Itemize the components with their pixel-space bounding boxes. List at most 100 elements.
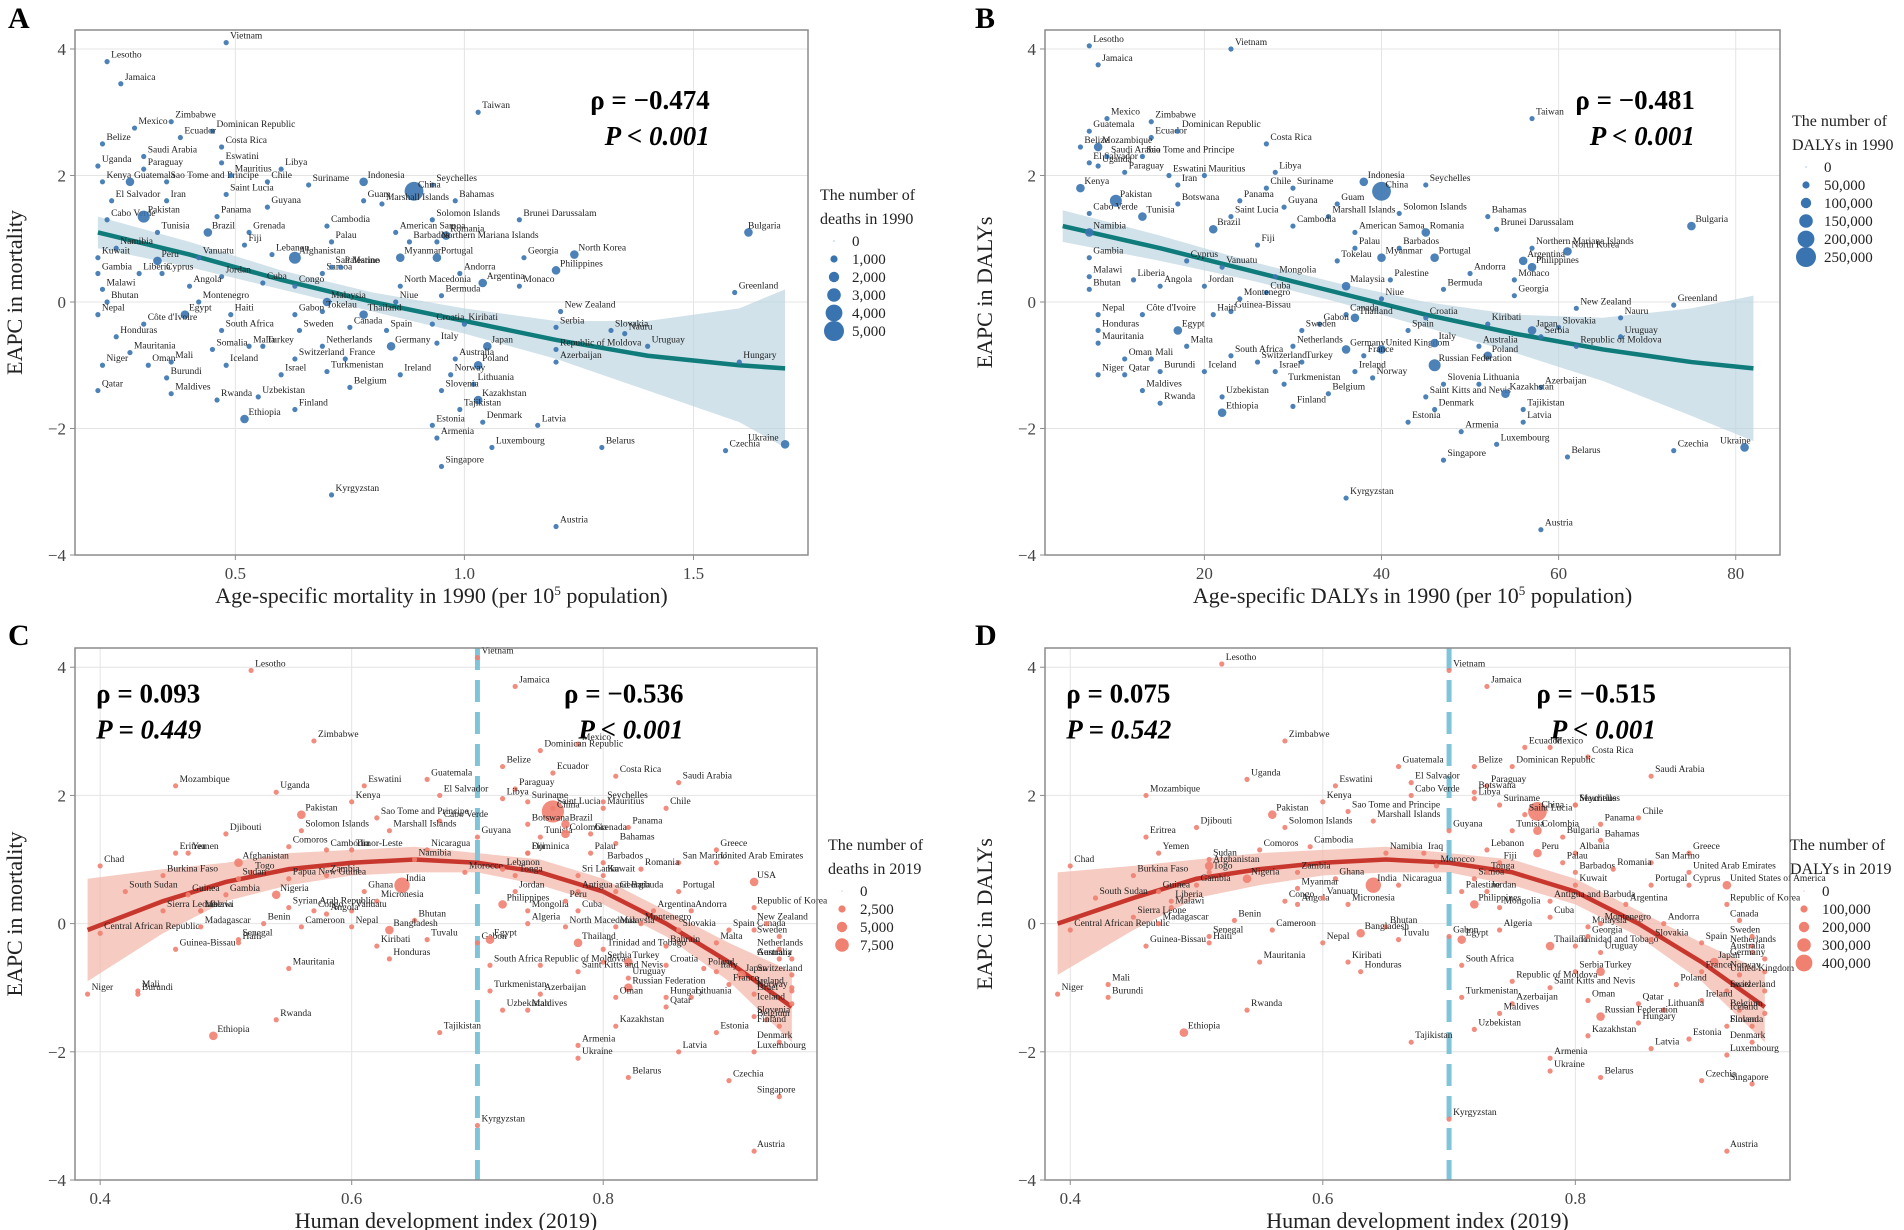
data-point <box>1618 334 1624 340</box>
point-label: Bulgaria <box>1567 826 1600 836</box>
point-label: Croatia <box>1430 307 1459 317</box>
y-tick-label: 4 <box>58 658 67 677</box>
data-point <box>223 831 229 837</box>
point-label: Tonga <box>1491 861 1515 871</box>
point-label: Italy <box>1439 332 1457 342</box>
data-point <box>383 327 390 334</box>
data-point <box>1476 381 1482 387</box>
point-label: Portugal <box>1439 247 1472 257</box>
point-label: Zimbabwe <box>1289 730 1330 740</box>
point-label: Bhutan <box>1093 278 1121 288</box>
data-point <box>1471 789 1477 795</box>
point-label: Thailand <box>1359 307 1393 317</box>
rho-statistic: ρ = −0.536 <box>564 678 683 708</box>
point-label: Republic of Moldova <box>560 337 642 348</box>
data-point <box>359 310 368 319</box>
point-label: France <box>733 974 759 984</box>
rho-statistic: ρ = −0.515 <box>1536 678 1655 708</box>
data-point <box>1067 927 1073 933</box>
point-label: Cameroon <box>1276 919 1316 929</box>
point-label: Republic of Moldova <box>1580 334 1662 345</box>
legend-label: 5,000 <box>852 324 886 340</box>
point-label: Luxembourg <box>1501 433 1550 443</box>
point-label: Paraguay <box>148 158 184 168</box>
point-label: Mozambique <box>1102 136 1152 146</box>
point-label: South Africa <box>494 953 543 964</box>
point-label: Cabo Verde <box>444 810 488 820</box>
point-label: Libya <box>1478 788 1501 798</box>
data-point <box>1316 321 1323 327</box>
point-label: Bangladesh <box>1365 922 1410 932</box>
data-point <box>1350 313 1360 323</box>
data-point <box>228 312 234 318</box>
y-tick-label: 0 <box>1028 915 1037 934</box>
point-label: Zambia <box>1302 861 1332 871</box>
point-label: Thailand <box>368 304 402 314</box>
data-point <box>1206 869 1212 875</box>
point-label: Germany <box>1350 338 1386 348</box>
panel-label: D <box>975 619 997 652</box>
data-point <box>1408 792 1414 799</box>
point-label: Sao Tome and Principe <box>381 807 469 817</box>
data-point <box>1440 381 1447 387</box>
p-value: P < 0.001 <box>577 714 683 744</box>
data-point <box>448 372 454 378</box>
point-label: Andorra <box>1668 913 1700 923</box>
data-point <box>342 356 348 362</box>
point-label: Lithuania <box>1668 999 1705 1009</box>
data-point <box>1282 738 1288 744</box>
point-label: Romania <box>645 858 680 868</box>
point-label: Uzbekistan <box>1226 386 1269 396</box>
legend-label: 1,000 <box>852 252 886 268</box>
y-tick-label: 2 <box>1028 786 1037 805</box>
data-point <box>537 747 543 754</box>
rho-statistic: ρ = −0.474 <box>590 85 709 115</box>
point-label: Philippines <box>507 893 550 903</box>
data-point <box>1509 1001 1515 1007</box>
point-label: Bulgaria <box>748 221 781 231</box>
point-label: Qatar <box>102 380 124 390</box>
data-point <box>550 770 556 776</box>
point-label: Palestine <box>345 256 379 266</box>
data-point <box>278 372 284 378</box>
x-tick-label: 1.5 <box>683 564 704 583</box>
data-point <box>1699 969 1705 975</box>
point-label: Seychelles <box>436 174 477 184</box>
point-label: Monaco <box>1518 269 1549 279</box>
point-label: Kuwait <box>607 865 635 875</box>
point-label: Costa Rica <box>226 136 268 146</box>
data-point <box>1157 400 1163 406</box>
point-label: Norway <box>455 364 486 374</box>
data-point <box>404 181 424 201</box>
point-label: Guinea-Bissau <box>180 938 236 948</box>
point-label: Togo <box>1213 861 1233 871</box>
point-label: Maldives <box>1504 1002 1540 1012</box>
point-label: France <box>1368 345 1394 355</box>
point-label: Iran <box>1182 174 1198 184</box>
data-point <box>1228 46 1234 52</box>
legend-label: 200,000 <box>1822 920 1871 936</box>
point-label: Mali <box>175 351 193 361</box>
point-label: Micronesia <box>381 890 425 900</box>
data-point <box>1359 177 1369 187</box>
point-label: Rwanda <box>1251 999 1283 1009</box>
legend-title: DALYs in 1990 <box>1792 137 1894 154</box>
point-label: Slovenia <box>1447 373 1481 383</box>
data-point <box>374 898 380 904</box>
point-label: Netherlands <box>1297 335 1343 345</box>
data-point <box>406 239 413 245</box>
data-point <box>328 492 335 498</box>
data-point <box>553 523 559 530</box>
data-point <box>1496 927 1503 933</box>
data-point <box>1173 326 1183 335</box>
point-label: Sao Tome and Principe <box>1352 800 1440 810</box>
fit-line <box>1056 857 1767 1009</box>
data-point <box>1237 296 1243 302</box>
point-label: United Arab Emirates <box>720 852 803 862</box>
data-point <box>575 888 581 895</box>
point-label: Egypt <box>189 304 212 314</box>
point-label: Nigeria <box>1251 868 1280 878</box>
point-label: Dominican Republic <box>1182 120 1261 130</box>
data-point <box>1471 796 1477 802</box>
data-point <box>1219 394 1225 400</box>
